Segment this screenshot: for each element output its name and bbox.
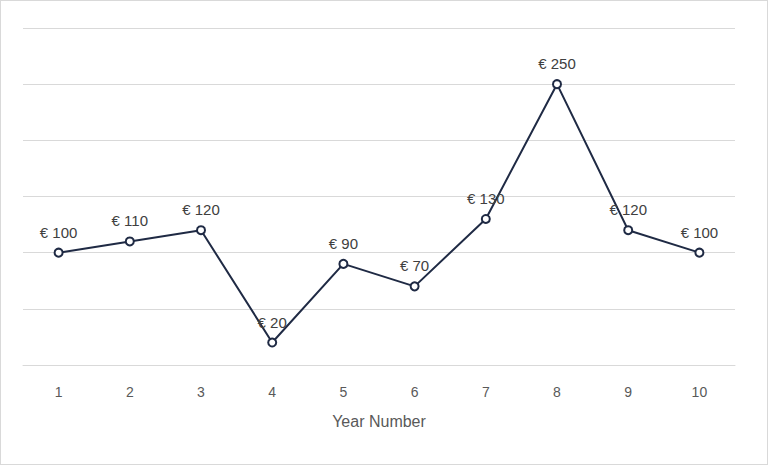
svg-text:2: 2: [126, 384, 134, 400]
svg-text:€ 250: € 250: [538, 55, 576, 72]
svg-text:€ 120: € 120: [609, 201, 647, 218]
svg-text:€ 20: € 20: [258, 314, 287, 331]
svg-text:4: 4: [268, 384, 276, 400]
svg-text:5: 5: [340, 384, 348, 400]
svg-text:9: 9: [624, 384, 632, 400]
svg-text:€ 100: € 100: [681, 224, 719, 241]
svg-text:€ 110: € 110: [112, 212, 148, 229]
svg-text:€ 70: € 70: [400, 257, 429, 274]
svg-text:€ 120: € 120: [182, 201, 220, 218]
svg-text:7: 7: [482, 384, 490, 400]
svg-text:€ 130: € 130: [467, 190, 505, 207]
svg-text:Year Number: Year Number: [332, 413, 426, 430]
svg-text:€ 100: € 100: [40, 224, 78, 241]
svg-text:1: 1: [55, 384, 63, 400]
svg-text:10: 10: [692, 384, 708, 400]
svg-text:€ 90: € 90: [329, 235, 358, 252]
svg-text:8: 8: [553, 384, 561, 400]
svg-text:6: 6: [411, 384, 419, 400]
svg-text:3: 3: [197, 384, 205, 400]
